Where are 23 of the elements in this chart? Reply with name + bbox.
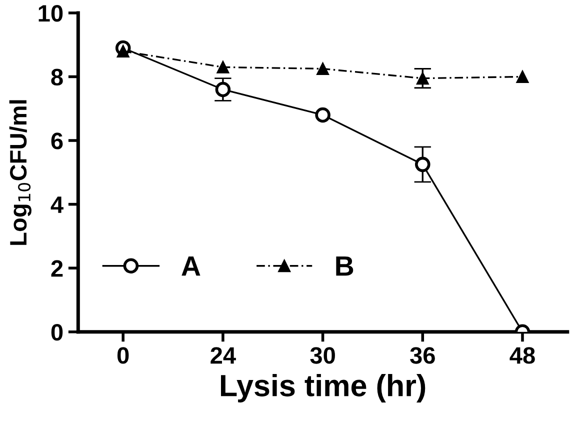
y-tick-label: 6 (51, 132, 63, 150)
point (216, 60, 230, 74)
legend-label: B (336, 256, 354, 276)
x-tick-label: 36 (410, 347, 435, 364)
point (116, 44, 130, 58)
point (516, 70, 529, 83)
y-tick-label: 10 (38, 5, 63, 22)
x-tick-label: 48 (510, 347, 535, 364)
point (315, 107, 330, 123)
x-axis-title: Lysis time (hr) (220, 374, 426, 402)
y-tick-label: 2 (51, 260, 63, 277)
x-tick-label: 30 (310, 347, 335, 364)
y-tick-label: 0 (51, 324, 63, 341)
y-tick-label: 8 (51, 68, 63, 86)
legend-label: A (182, 256, 200, 276)
y-tick-label: 4 (50, 196, 64, 213)
point (316, 62, 330, 75)
y-axis-title: Log$_{10}$CFU/ml (9, 100, 32, 245)
point (215, 82, 231, 98)
x-tick-label: 0 (117, 347, 129, 364)
point (415, 156, 430, 172)
point (416, 72, 429, 85)
x-tick-label: 24 (210, 347, 236, 364)
